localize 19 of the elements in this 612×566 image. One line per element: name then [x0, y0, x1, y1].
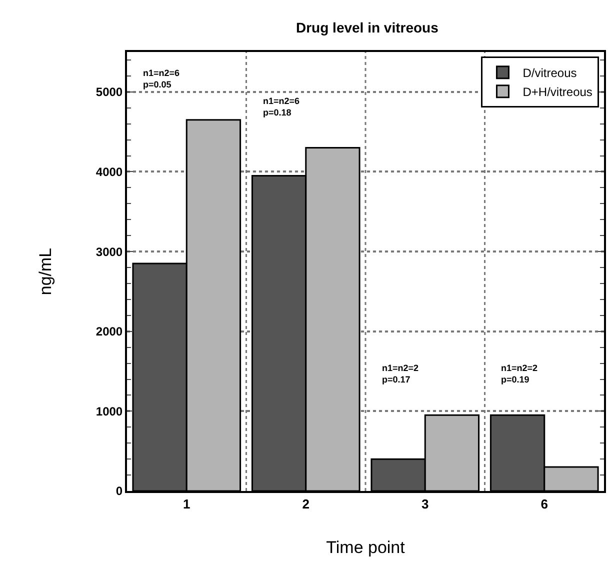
- annotation: n1=n2=6 p=0.05: [143, 68, 180, 90]
- x-tick-label: 6: [540, 496, 548, 512]
- annotation: n1=n2=2 p=0.17: [382, 363, 419, 385]
- legend-label: D/vitreous: [522, 66, 577, 80]
- y-tick-label: 4000: [96, 164, 123, 179]
- y-tick-label: 1000: [96, 404, 123, 418]
- legend-label: D+H/vitreous: [522, 85, 592, 100]
- x-tick-label: 2: [302, 496, 310, 512]
- annotation: n1=n2=6 p=0.18: [263, 96, 300, 118]
- annotation: n1=n2=2 p=0.19: [501, 363, 538, 385]
- chart-title: Drug level in vitreous: [296, 19, 439, 36]
- x-axis-title: Time point: [326, 538, 406, 557]
- y-tick-label: 5000: [96, 85, 123, 100]
- y-tick-label: 3000: [96, 244, 123, 259]
- y-tick-label: 0: [116, 484, 123, 498]
- y-tick-label: 2000: [96, 324, 123, 339]
- y-axis-title: ng/mL: [36, 248, 55, 296]
- x-tick-label: 1: [183, 496, 190, 512]
- x-tick-label: 3: [422, 496, 429, 512]
